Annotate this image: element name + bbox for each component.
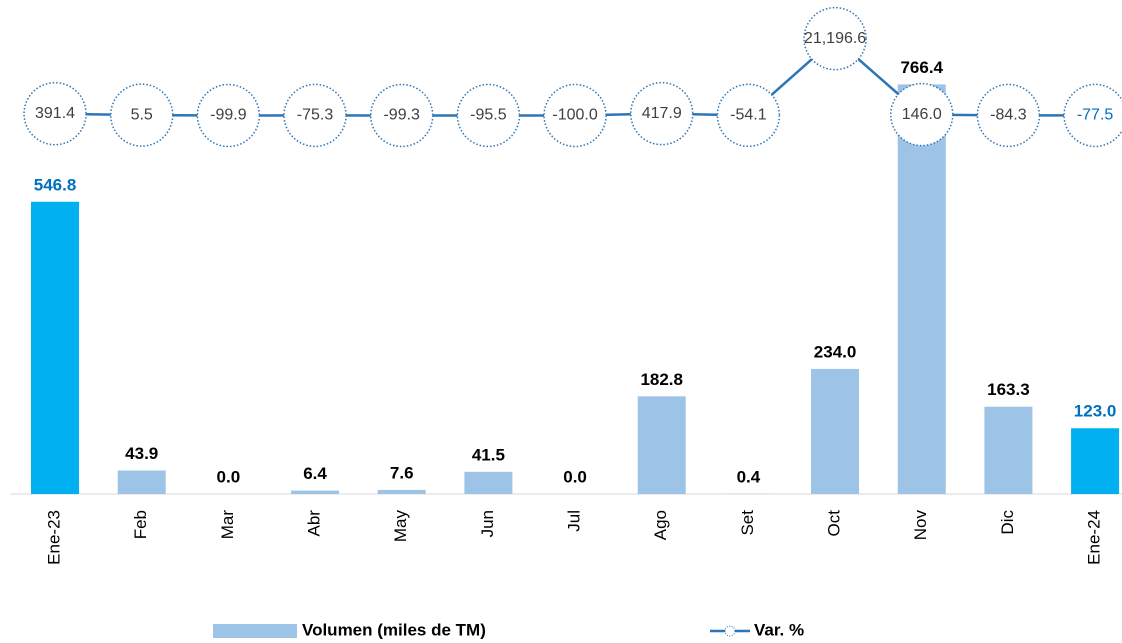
line-marker: [976, 83, 1041, 148]
x-tick-label: Ene-23: [45, 510, 64, 565]
line-marker: [109, 83, 174, 147]
x-tick-label: Abr: [305, 510, 324, 537]
line-marker: [803, 6, 867, 71]
bar: [117, 470, 166, 494]
line-value-label: -84.3: [990, 107, 1027, 124]
x-tick-label: Ago: [651, 510, 670, 540]
line-value-label: -95.5: [470, 107, 507, 124]
line-value-label: 417.9: [642, 105, 682, 122]
legend-label: Volumen (miles de TM): [302, 620, 486, 639]
line-marker: [889, 82, 954, 147]
x-tick-label: Nov: [911, 510, 930, 541]
bar-value-label: 546.8: [34, 175, 77, 194]
line-marker: [196, 83, 261, 148]
line-marker: [716, 83, 781, 148]
bar: [291, 490, 340, 494]
bar-value-label: 0.0: [563, 467, 587, 486]
line-value-label: -99.9: [210, 107, 247, 124]
bar-value-label: 0.4: [737, 467, 761, 486]
x-tick-label: Ene-24: [1085, 510, 1104, 565]
line-marker: [629, 81, 694, 146]
line-marker: [456, 83, 521, 148]
line-value-label: 21,196.6: [804, 30, 866, 47]
line-value-label: 146.0: [902, 106, 942, 123]
x-tick-label: Mar: [218, 510, 237, 540]
line-marker: [543, 83, 607, 148]
bar: [1071, 428, 1120, 494]
line-value-label: 5.5: [131, 106, 153, 123]
bar: [31, 201, 80, 494]
bar-value-label: 7.6: [390, 463, 414, 482]
line-value-label: -77.5: [1077, 107, 1114, 124]
line-value-label: -100.0: [552, 107, 597, 124]
line-value-label: 391.4: [35, 105, 75, 122]
bar-value-label: 234.0: [814, 342, 857, 361]
line-marker: [283, 83, 347, 148]
x-tick-label: Feb: [131, 510, 150, 539]
x-tick-label: Jul: [565, 510, 584, 532]
bar-value-label: 0.0: [217, 467, 241, 486]
bar-value-label: 182.8: [640, 370, 683, 389]
line-marker: [369, 83, 434, 148]
x-tick-label: Set: [738, 510, 757, 536]
line-marker: [23, 81, 87, 146]
x-tick-label: Dic: [998, 510, 1017, 535]
bar-value-label: 123.0: [1074, 402, 1117, 421]
bar: [637, 396, 686, 494]
bar-value-label: 41.5: [472, 445, 505, 464]
line-value-label: -75.3: [297, 107, 334, 124]
bar: [377, 489, 426, 494]
x-tick-label: May: [391, 510, 410, 543]
line-marker: [1063, 83, 1122, 148]
legend-swatch: [213, 624, 297, 638]
bar-value-label: 163.3: [987, 380, 1030, 399]
legend-marker: [724, 625, 736, 637]
bar-value-label: 43.9: [125, 444, 158, 463]
bar: [464, 471, 513, 494]
legend-label: Var. %: [754, 620, 804, 639]
line-value-label: -99.3: [383, 107, 420, 124]
bar: [984, 406, 1033, 494]
bar-value-label: 766.4: [900, 58, 943, 77]
x-tick-label: Oct: [825, 510, 844, 537]
x-tick-label: Jun: [478, 510, 497, 537]
bar-value-label: 6.4: [303, 464, 327, 483]
bar: [897, 84, 946, 494]
line-value-label: -54.1: [730, 107, 767, 124]
bar: [811, 368, 860, 494]
